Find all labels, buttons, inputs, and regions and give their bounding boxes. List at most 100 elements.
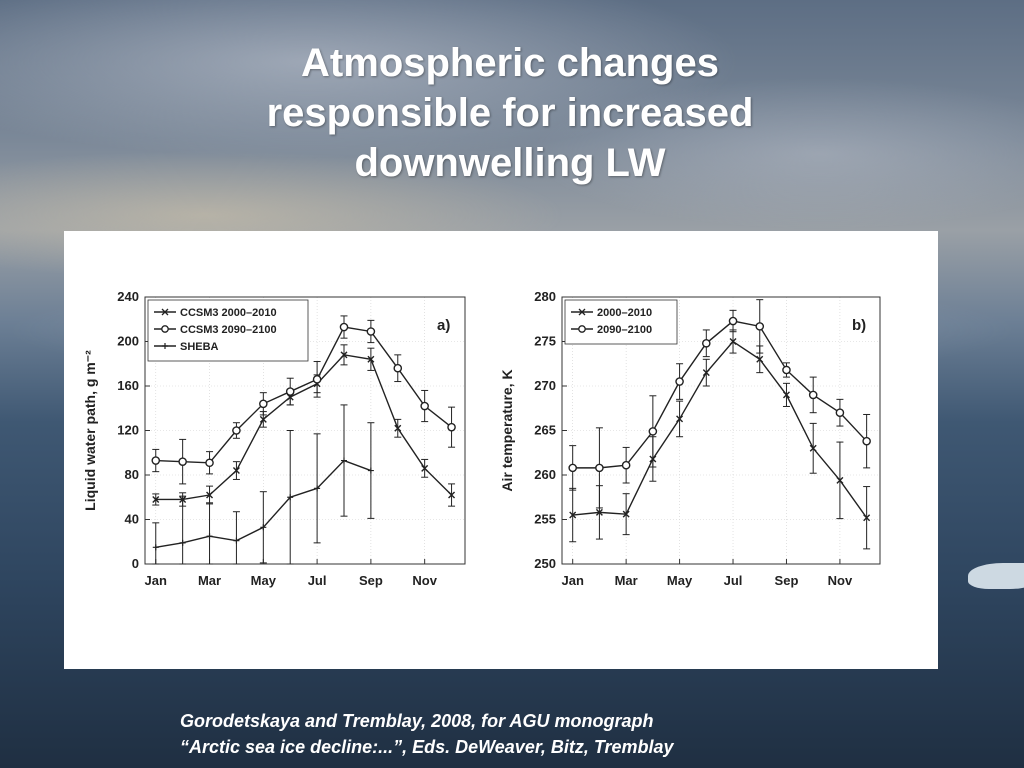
slide-title-line-1: Atmospheric changes bbox=[301, 41, 719, 85]
chart-a-ytick-label: 240 bbox=[117, 289, 139, 304]
chart-b-point-circle bbox=[835, 408, 845, 417]
chart-a-legend-label: CCSM3 2090–2100 bbox=[180, 324, 277, 336]
chart-b-xtick-label: Jan bbox=[561, 573, 583, 588]
chart-b-ytick-label: 250 bbox=[534, 556, 556, 571]
chart-a-series-line bbox=[155, 354, 453, 501]
chart-a-point-circle bbox=[447, 422, 456, 432]
chart-a-point-circle bbox=[339, 322, 349, 332]
chart-a-legend-marker bbox=[161, 325, 169, 333]
chart-b-point-circle bbox=[782, 365, 791, 375]
slide-title-line-3: downwelling LW bbox=[354, 141, 666, 185]
chart-b-legend-label: 2000–2010 bbox=[597, 307, 652, 319]
chart-a-xtick-label: May bbox=[251, 573, 277, 588]
chart-a-ytick-label: 160 bbox=[117, 378, 139, 393]
chart-b-point-x bbox=[809, 444, 817, 452]
chart-b-point-circle bbox=[595, 463, 604, 473]
chart-b-xtick-label: Mar bbox=[615, 573, 638, 588]
chart-a-point-plus bbox=[233, 537, 240, 544]
chart-b-series-2 bbox=[568, 299, 871, 509]
chart-b-panel-label: b) bbox=[852, 317, 866, 334]
chart-b-point-circle bbox=[728, 316, 738, 326]
chart-b-point-circle bbox=[621, 460, 631, 470]
chart-a-point-x bbox=[448, 491, 456, 499]
chart-b-point-x bbox=[702, 369, 710, 377]
chart-a-point-x bbox=[421, 464, 429, 472]
chart-b-ytick-label: 275 bbox=[534, 334, 556, 349]
chart-a-series-line bbox=[155, 326, 452, 464]
chart-a-point-circle bbox=[178, 457, 187, 466]
chart-b-legend-box bbox=[564, 299, 678, 345]
chart-a-point-circle bbox=[312, 375, 322, 384]
chart-b-ylabel: Air temperature, K bbox=[499, 369, 515, 491]
chart-a-point-x bbox=[206, 491, 214, 499]
chart-b-legend-marker bbox=[578, 308, 586, 316]
chart-b-point-circle bbox=[675, 377, 684, 386]
chart-a-point-plus bbox=[314, 485, 321, 492]
chart-a-point-x bbox=[340, 351, 348, 359]
chart-a-point-plus bbox=[179, 539, 186, 546]
chart-b-legend-marker bbox=[578, 325, 586, 333]
chart-a-legend: CCSM3 2000–2010 CCSM3 2090–2100 SHEBA bbox=[147, 299, 309, 362]
chart-b-ytick-label: 260 bbox=[534, 467, 556, 482]
chart-b-point-circle bbox=[648, 427, 658, 436]
chart-b-legend-label: 2090–2100 bbox=[597, 324, 652, 336]
chart-b-point-x bbox=[756, 355, 764, 363]
chart-b-point-x bbox=[782, 391, 790, 399]
chart-a-point-plus bbox=[206, 533, 213, 540]
chart-b-point-circle bbox=[755, 322, 765, 331]
chart-a-point-circle bbox=[366, 327, 376, 336]
chart-a-xtick-label: Mar bbox=[198, 573, 221, 588]
chart-b-point-x bbox=[729, 338, 737, 345]
chart-b-point-circle bbox=[568, 463, 577, 473]
chart-b-xtick-label: Nov bbox=[828, 573, 853, 588]
chart-b: 250 255 260 265 270 275 280 Jan Mar May Jul Sep Nov A… bbox=[499, 289, 881, 588]
citation-caption: Gorodetskaya and Tremblay, 2008, for AGU… bbox=[180, 708, 880, 760]
chart-b-legend: 2000–2010 2090–2100 bbox=[564, 299, 678, 345]
chart-b-ytick-label: 280 bbox=[534, 289, 556, 304]
slide-title: Atmospheric changes responsible for incr… bbox=[150, 38, 870, 188]
chart-a-point-x bbox=[232, 467, 240, 475]
chart-b-ytick-label: 270 bbox=[534, 378, 556, 393]
chart-a-ytick-label: 0 bbox=[132, 556, 139, 571]
figure-panel: 0 40 80 120 160 200 240 Jan Mar May Jul Sep Nov Liqui… bbox=[64, 231, 938, 669]
ice-floe-decoration bbox=[968, 563, 1024, 589]
chart-a-point-plus bbox=[340, 457, 347, 464]
chart-a-point-plus bbox=[367, 467, 374, 474]
chart-a-xtick-label: Jul bbox=[308, 573, 327, 588]
chart-a-point-circle bbox=[420, 401, 429, 411]
chart-a-xtick-label: Jan bbox=[145, 573, 167, 588]
chart-a-point-circle bbox=[232, 426, 241, 435]
chart-b-point-x bbox=[595, 508, 603, 516]
chart-a-legend-marker bbox=[162, 343, 168, 349]
chart-b-point-circle bbox=[702, 338, 711, 348]
chart-a-legend-label: CCSM3 2000–2010 bbox=[180, 307, 277, 319]
chart-b-xtick-label: Sep bbox=[775, 573, 799, 588]
chart-b-ytick-label: 255 bbox=[534, 512, 556, 527]
chart-a-ylabel: Liquid water path, g m⁻² bbox=[82, 350, 98, 511]
chart-a-series-2 bbox=[151, 315, 456, 485]
citation-line-1: Gorodetskaya and Tremblay, 2008, for AGU… bbox=[180, 711, 654, 731]
chart-a-point-circle bbox=[259, 399, 268, 409]
chart-b-point-x bbox=[569, 511, 577, 519]
chart-a-point-circle bbox=[205, 458, 214, 468]
chart-a-point-x bbox=[152, 495, 160, 503]
chart-b-point-circle bbox=[808, 390, 818, 400]
chart-b-point-x bbox=[836, 476, 844, 484]
chart-b-xtick-label: Jul bbox=[724, 573, 743, 588]
chart-a-point-plus bbox=[260, 524, 267, 531]
chart-a-ytick-label: 200 bbox=[117, 334, 139, 349]
chart-a-point-circle bbox=[393, 363, 403, 373]
chart-a-xtick-label: Nov bbox=[412, 573, 437, 588]
chart-a-ytick-label: 80 bbox=[125, 467, 139, 482]
chart-b-point-x bbox=[676, 415, 684, 423]
figure-svg: 0 40 80 120 160 200 240 Jan Mar May Jul Sep Nov Liqui… bbox=[82, 289, 881, 588]
chart-a-point-plus bbox=[287, 494, 294, 501]
chart-a-point-x bbox=[259, 415, 267, 423]
chart-a-point-plus bbox=[152, 544, 159, 551]
chart-a-point-x bbox=[394, 424, 402, 432]
chart-a-legend-label: SHEBA bbox=[180, 341, 219, 353]
chart-a: 0 40 80 120 160 200 240 Jan Mar May Jul Sep Nov Liqui… bbox=[82, 289, 466, 588]
chart-b-point-x bbox=[622, 510, 630, 518]
chart-b-series-1 bbox=[569, 329, 871, 550]
chart-a-point-circle bbox=[285, 387, 295, 396]
